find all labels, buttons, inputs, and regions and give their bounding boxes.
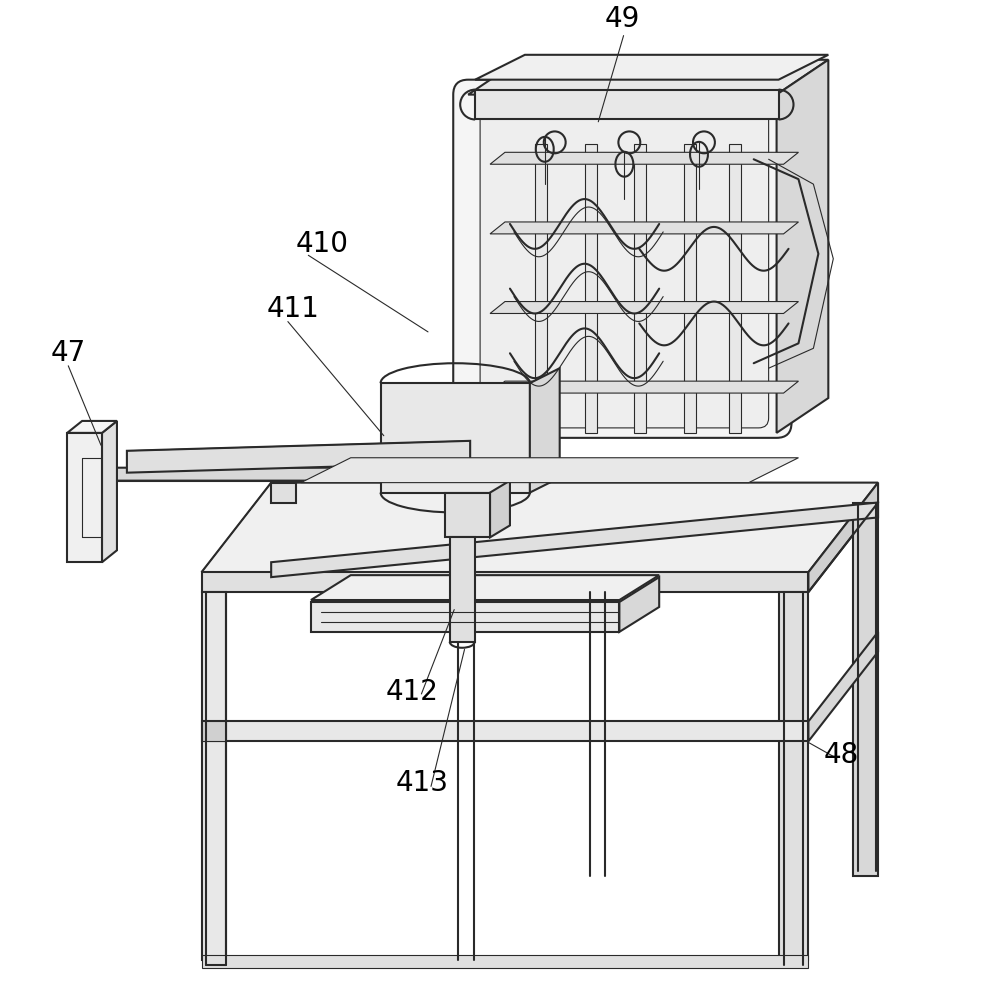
Polygon shape — [490, 152, 798, 164]
Polygon shape — [202, 592, 226, 960]
Polygon shape — [450, 538, 475, 641]
Polygon shape — [530, 369, 560, 493]
Polygon shape — [475, 90, 779, 120]
Polygon shape — [271, 503, 878, 577]
Polygon shape — [634, 144, 646, 433]
Polygon shape — [490, 222, 798, 234]
Polygon shape — [311, 575, 659, 600]
Polygon shape — [808, 631, 878, 741]
Polygon shape — [779, 592, 808, 960]
Polygon shape — [311, 602, 619, 631]
Polygon shape — [271, 483, 296, 503]
Polygon shape — [67, 433, 102, 562]
Text: 49: 49 — [604, 5, 640, 33]
Polygon shape — [82, 468, 510, 481]
Polygon shape — [445, 493, 490, 538]
Text: 47: 47 — [50, 340, 86, 368]
Polygon shape — [490, 481, 510, 538]
Polygon shape — [619, 577, 659, 631]
Text: 410: 410 — [296, 230, 349, 258]
Polygon shape — [202, 721, 808, 741]
Polygon shape — [490, 302, 798, 314]
Polygon shape — [202, 483, 878, 572]
Polygon shape — [82, 471, 500, 481]
Polygon shape — [535, 144, 547, 433]
Text: 413: 413 — [396, 769, 449, 797]
Polygon shape — [475, 55, 828, 80]
Text: 48: 48 — [823, 741, 859, 769]
Polygon shape — [853, 503, 878, 875]
FancyBboxPatch shape — [453, 80, 792, 438]
Polygon shape — [808, 483, 878, 592]
Text: 411: 411 — [266, 296, 319, 324]
Polygon shape — [777, 60, 828, 433]
Text: 412: 412 — [386, 677, 438, 705]
Polygon shape — [490, 381, 798, 393]
Polygon shape — [585, 144, 597, 433]
Polygon shape — [127, 441, 470, 473]
Polygon shape — [684, 144, 696, 433]
Polygon shape — [381, 383, 530, 493]
Polygon shape — [67, 421, 117, 433]
Polygon shape — [301, 458, 798, 483]
Polygon shape — [202, 955, 808, 968]
Polygon shape — [202, 721, 226, 741]
Polygon shape — [468, 60, 828, 95]
FancyBboxPatch shape — [480, 105, 769, 428]
Polygon shape — [202, 572, 808, 592]
Polygon shape — [102, 421, 117, 562]
Polygon shape — [729, 144, 741, 433]
